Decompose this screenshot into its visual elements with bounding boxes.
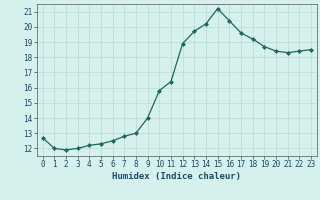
X-axis label: Humidex (Indice chaleur): Humidex (Indice chaleur): [112, 172, 241, 181]
